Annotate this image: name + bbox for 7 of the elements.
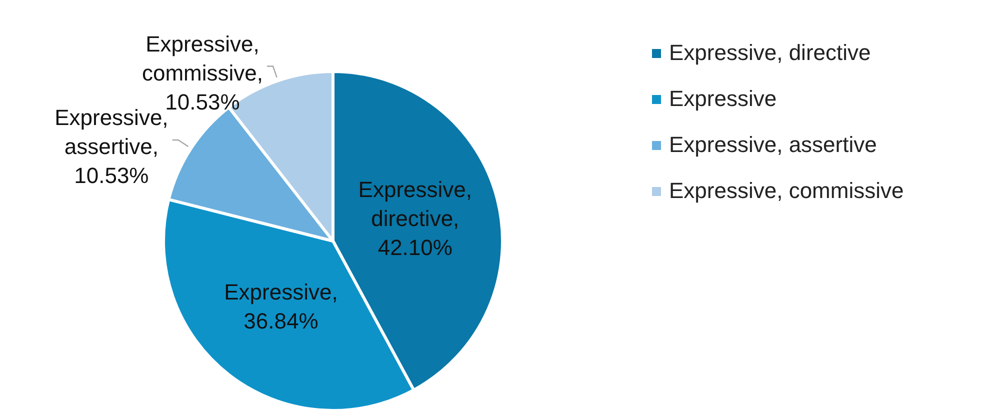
legend-label: Expressive, directive [669,40,871,66]
legend-label: Expressive [669,86,777,112]
data-label: Expressive, commissive, 10.53% [142,31,263,114]
data-label: Expressive, directive, 42.10% [358,177,472,260]
data-label: Expressive, 36.84% [224,279,338,334]
legend-label: Expressive, assertive [669,132,877,158]
legend-label: Expressive, commissive [669,178,904,204]
